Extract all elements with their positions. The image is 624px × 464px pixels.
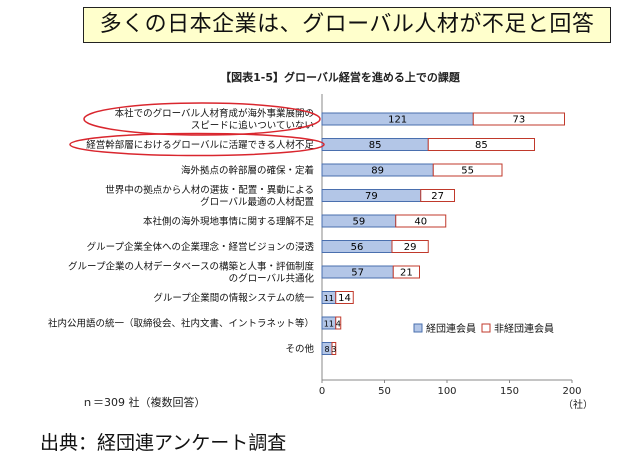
data-label: 89 (371, 166, 384, 177)
data-label: 29 (404, 242, 417, 253)
data-label: 85 (475, 140, 488, 151)
category-label: のグローバル共通化 (229, 273, 315, 285)
category-label: 経営幹部層におけるグローバルに活躍できる人材不足 (86, 139, 314, 151)
category-label: スピードに追いついていない (191, 120, 314, 132)
x-tick-label: 0 (319, 386, 325, 397)
bar-non-keidanren (335, 291, 354, 304)
bar-non-keidanren (392, 265, 420, 279)
bar-non-keidanren (331, 342, 337, 355)
legend-label: 経団連会員 (426, 322, 476, 335)
category-label: グループ企業間の情報システムの統一 (153, 292, 314, 304)
category-label: グループ企業の人材データベースの構築と人事・評価制度 (68, 261, 314, 273)
category-label: 世界中の拠点から人材の選抜・配置・異動による (105, 184, 314, 196)
data-label: 14 (338, 293, 351, 304)
data-label: 73 (513, 115, 526, 126)
category-label: 本社でのグローバル人材育成が海外事業展開の (115, 108, 314, 120)
category-label: グローバル最適の人材配置 (200, 196, 314, 208)
data-label: 121 (388, 115, 407, 126)
data-label: 59 (353, 217, 366, 228)
category-label: 本社側の海外現地事情に関する理解不足 (143, 216, 315, 228)
data-label: 27 (431, 191, 444, 202)
legend-swatch-keidanren (413, 323, 423, 333)
bar-non-keidanren (432, 163, 503, 177)
legend-label: 非経団連会員 (494, 322, 554, 335)
bar-non-keidanren (395, 214, 447, 228)
data-label: 40 (414, 217, 427, 228)
sample-size-note: ｎ＝309 社（複数回答） (82, 396, 206, 409)
source-credit: 出典：経団連アンケート調査 (40, 432, 287, 454)
data-label: 85 (369, 140, 382, 151)
category-label: 社内公用語の統一（取締役会、社内文書、イントラネット等） (48, 318, 314, 330)
legend-swatch-non-keidanren (481, 323, 491, 333)
x-tick-label: 200 (562, 386, 581, 397)
category-label: 海外拠点の幹部層の確保・定着 (181, 165, 314, 177)
bar-non-keidanren (335, 316, 342, 330)
data-label: 3 (331, 345, 336, 354)
data-label: 4 (336, 320, 341, 329)
bar-non-keidanren (391, 240, 429, 253)
x-tick-label: 150 (500, 386, 519, 397)
bar-non-keidanren (420, 189, 455, 202)
data-label: 11 (324, 320, 334, 329)
data-label: 11 (324, 294, 334, 303)
x-tick-label: 100 (437, 386, 456, 397)
x-tick-label: 50 (378, 386, 391, 397)
x-unit-label: （社） (563, 398, 593, 411)
data-label: 56 (351, 242, 364, 253)
data-label: 79 (365, 191, 378, 202)
data-label: 8 (324, 345, 329, 354)
headline: 多くの日本企業は、グローバル人材が不足と回答 (83, 7, 611, 43)
bar-non-keidanren (472, 112, 565, 126)
data-label: 21 (400, 268, 413, 279)
highlight-ellipse (69, 132, 325, 157)
chart-title: 【図表1-5】グローバル経営を進める上での課題 (220, 71, 460, 84)
data-label: 57 (351, 268, 364, 279)
category-label: グループ企業全体への企業理念・経営ビジョンの浸透 (87, 241, 315, 253)
bar-non-keidanren (427, 138, 535, 151)
category-label: その他 (285, 343, 314, 355)
highlight-ellipse (83, 102, 321, 136)
data-label: 55 (461, 166, 474, 177)
